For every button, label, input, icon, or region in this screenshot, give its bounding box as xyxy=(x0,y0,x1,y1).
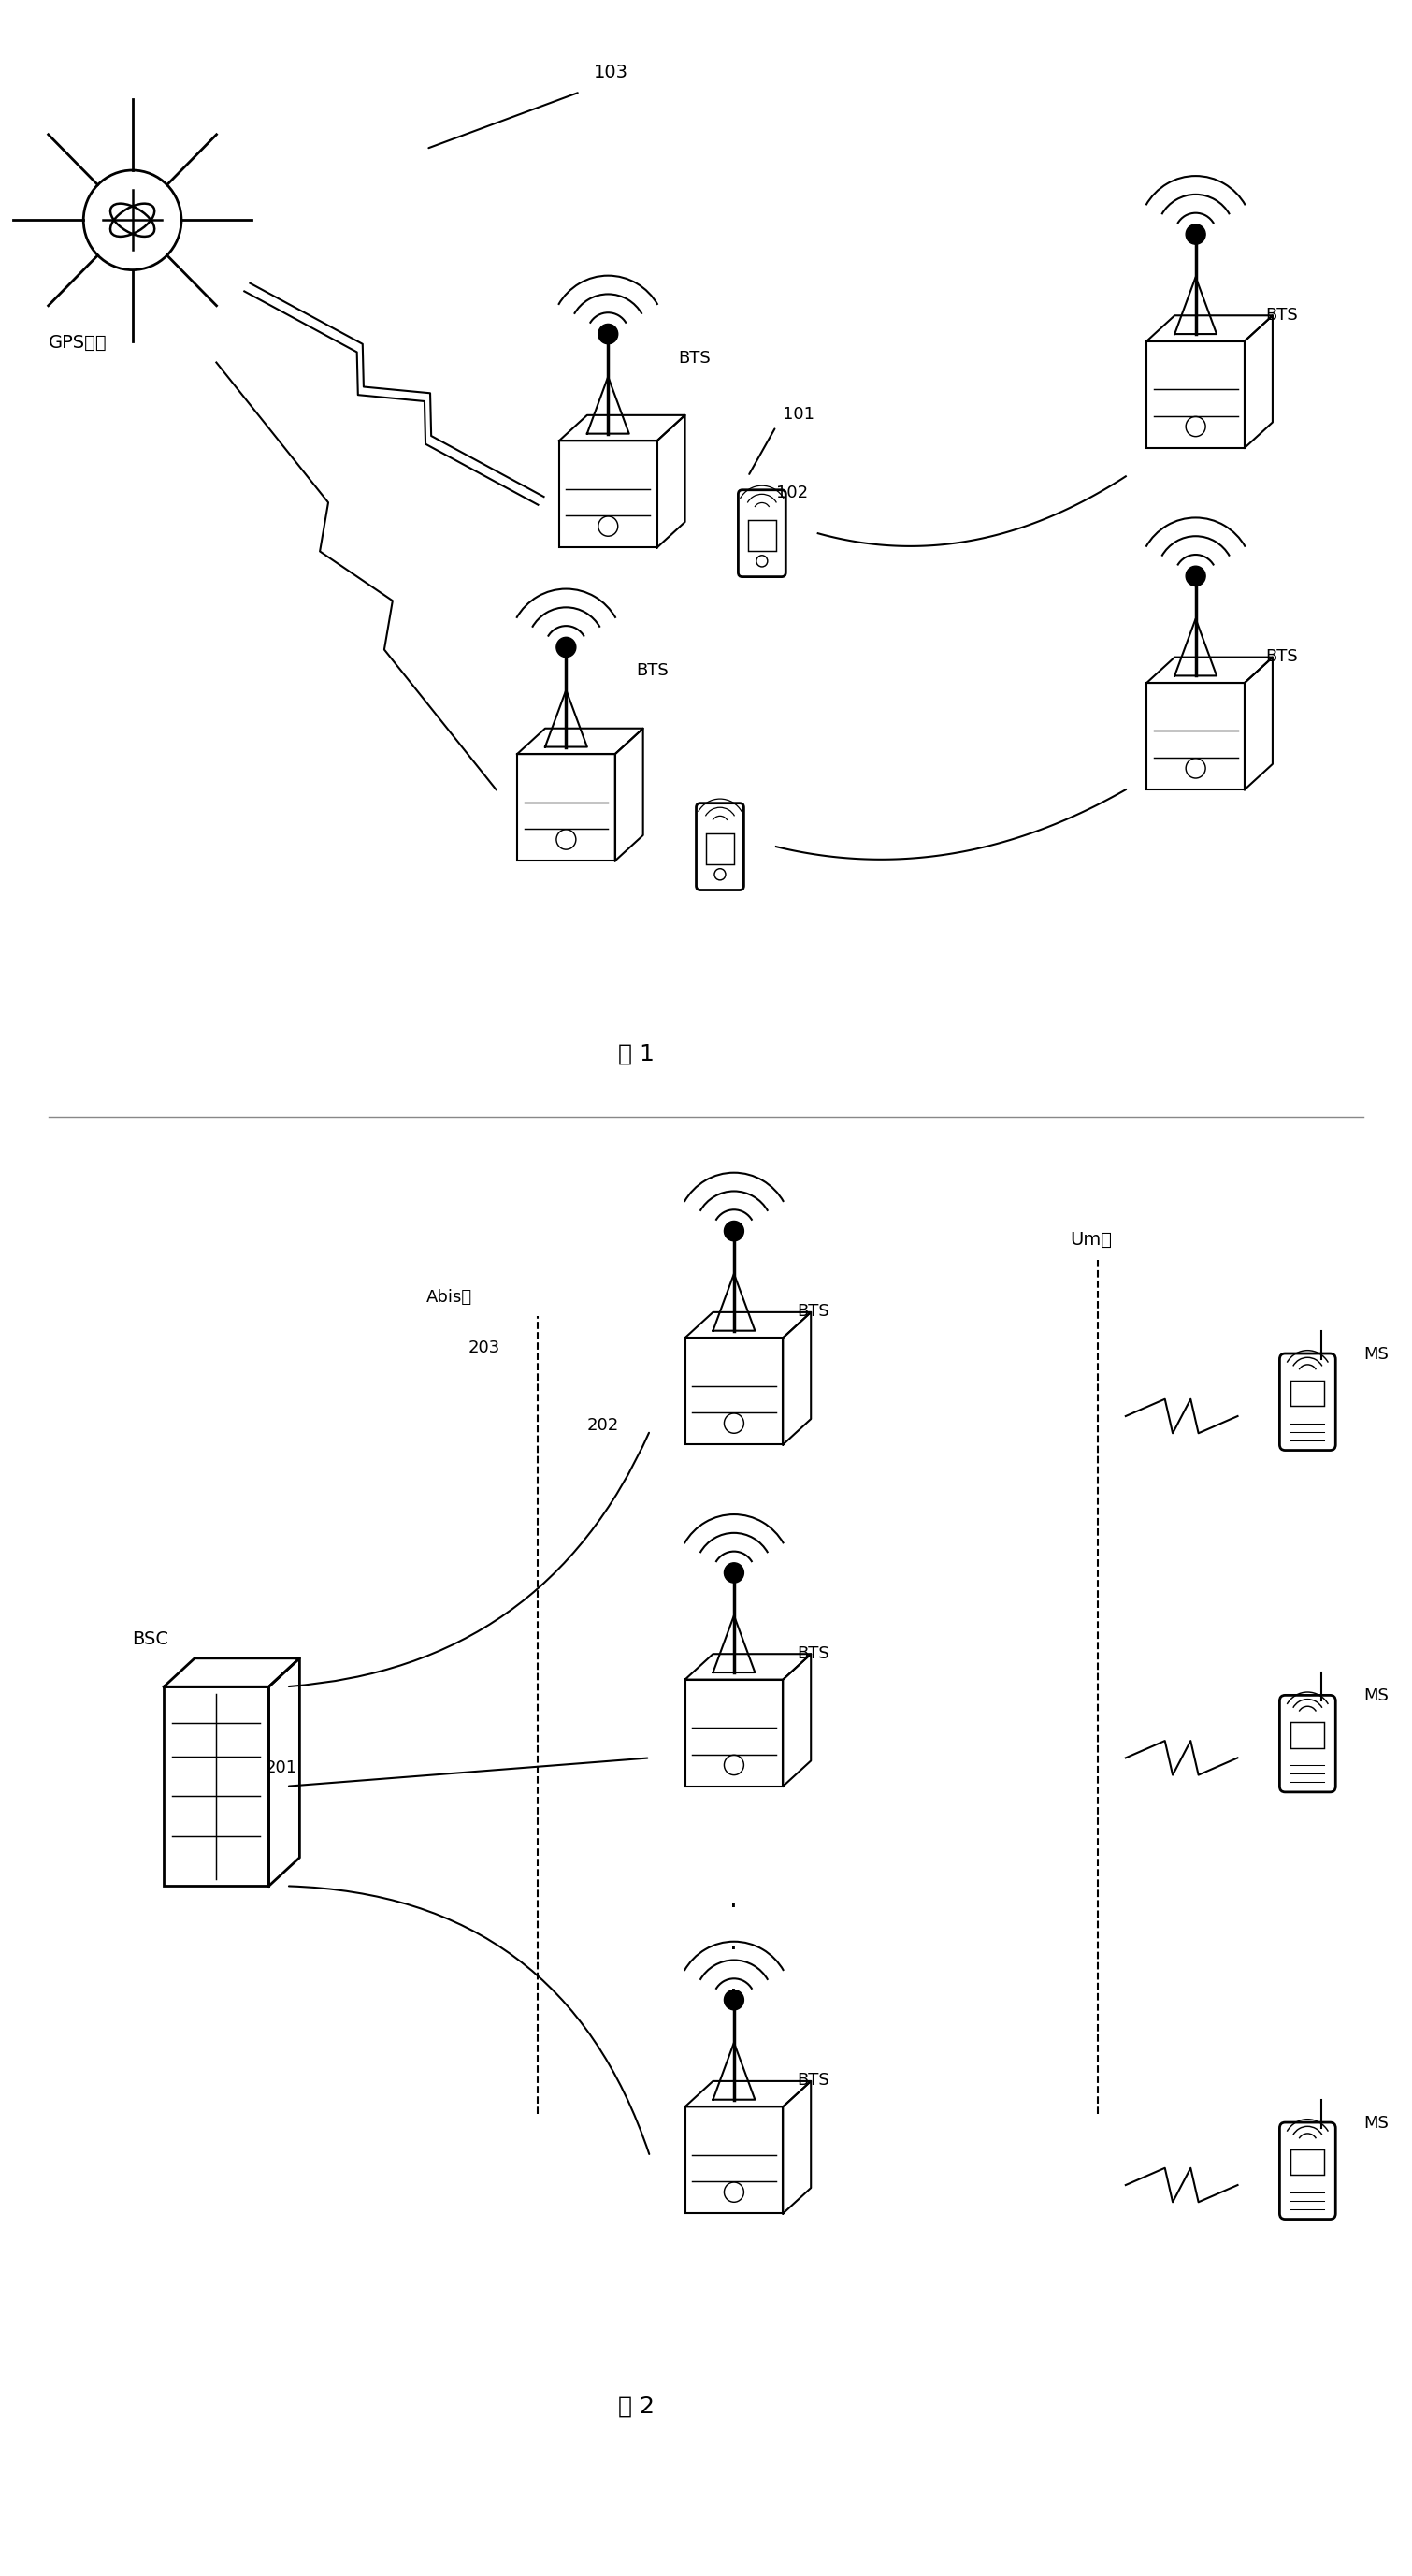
Bar xyxy=(1291,1723,1324,1749)
Text: ·: · xyxy=(730,1937,738,1963)
FancyArrowPatch shape xyxy=(289,1886,650,2154)
Text: ·: · xyxy=(730,1978,738,2007)
Text: ·: · xyxy=(730,1893,738,1919)
Bar xyxy=(517,755,616,860)
Text: BTS: BTS xyxy=(1265,307,1298,325)
Text: 201: 201 xyxy=(265,1759,297,1775)
Bar xyxy=(706,832,734,866)
Circle shape xyxy=(724,1991,744,2009)
Bar xyxy=(685,2107,782,2213)
Bar xyxy=(1291,1381,1324,1406)
Text: BTS: BTS xyxy=(1265,649,1298,665)
Text: 101: 101 xyxy=(782,407,815,422)
Text: 102: 102 xyxy=(777,484,808,502)
Bar xyxy=(748,520,777,551)
Text: 202: 202 xyxy=(587,1417,618,1435)
Text: MS: MS xyxy=(1364,1347,1388,1363)
Text: BTS: BTS xyxy=(796,2071,829,2089)
Bar xyxy=(685,1680,782,1785)
Text: Um口: Um口 xyxy=(1070,1231,1111,1249)
FancyArrowPatch shape xyxy=(289,1757,648,1785)
Bar xyxy=(1147,683,1244,791)
Text: BSC: BSC xyxy=(133,1631,169,1649)
Text: BTS: BTS xyxy=(678,350,710,366)
Text: MS: MS xyxy=(1364,1687,1388,1705)
Circle shape xyxy=(1186,567,1206,585)
Bar xyxy=(1291,2148,1324,2174)
Circle shape xyxy=(724,1564,744,1582)
Text: 图 2: 图 2 xyxy=(618,2396,654,2416)
Circle shape xyxy=(599,325,618,345)
Circle shape xyxy=(1186,224,1206,245)
Text: 图 1: 图 1 xyxy=(618,1043,654,1064)
Bar xyxy=(559,440,657,549)
Bar xyxy=(164,1687,268,1886)
Text: Abis口: Abis口 xyxy=(426,1288,472,1306)
Text: BTS: BTS xyxy=(796,1303,829,1321)
Bar xyxy=(685,1337,782,1445)
Text: BTS: BTS xyxy=(796,1646,829,1662)
FancyArrowPatch shape xyxy=(289,1432,650,1687)
Text: GPS卫星: GPS卫星 xyxy=(48,335,107,353)
Circle shape xyxy=(556,636,576,657)
Text: 103: 103 xyxy=(594,64,628,82)
Text: BTS: BTS xyxy=(635,662,668,680)
Bar xyxy=(1147,340,1244,448)
Text: 203: 203 xyxy=(469,1340,500,1355)
Text: MS: MS xyxy=(1364,2115,1388,2133)
Circle shape xyxy=(724,1221,744,1242)
